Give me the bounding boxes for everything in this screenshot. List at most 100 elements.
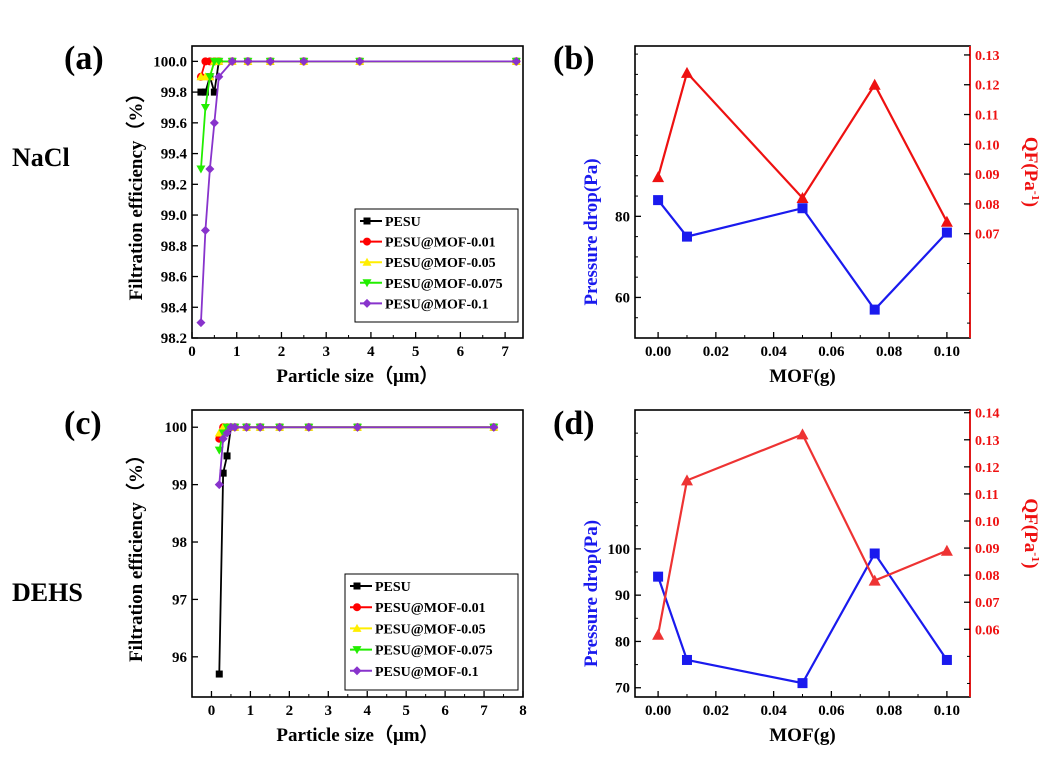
series-PESU@MOF-0.1: [214, 422, 499, 490]
y-tick-label: 80: [615, 209, 630, 225]
x-tick-label: 2: [286, 703, 294, 719]
x-tick-label: 0.08: [876, 703, 902, 719]
x-axis-label: MOF(g): [769, 366, 835, 387]
data-point: [255, 422, 265, 432]
data-point: [653, 195, 664, 206]
y-tick-label: 100.0: [153, 54, 187, 70]
x-tick-label: 4: [363, 703, 371, 719]
y-tick-label: 99.0: [161, 208, 187, 224]
y-tick-label: 97: [172, 592, 188, 608]
data-point: [869, 548, 880, 559]
x-tick-label: 0.00: [645, 344, 671, 360]
data-point: [797, 203, 808, 214]
x-tick-label: 0.02: [703, 344, 729, 360]
x-tick-label: 5: [412, 344, 420, 360]
panel-label-a: (a): [64, 40, 104, 77]
panel-label-c: (c): [64, 405, 102, 442]
row-label-dehs: DEHS: [12, 578, 83, 607]
data-point: [196, 165, 206, 174]
y2-tick-label: 0.11: [975, 488, 999, 503]
legend-label: PESU: [385, 215, 421, 230]
x-tick-label: 7: [501, 344, 509, 360]
x-tick-label: 3: [325, 703, 333, 719]
y-tick-label: 99.2: [161, 177, 187, 193]
y2-axis-label: QF(Pa-1): [1020, 498, 1039, 568]
x-tick-label: 2: [278, 344, 286, 360]
y-tick-label: 98.2: [161, 331, 187, 347]
x-tick-label: 0.10: [934, 344, 960, 360]
series-line: [657, 432, 948, 635]
series-line: [657, 199, 948, 312]
y-tick-label: 99.6: [161, 116, 188, 132]
data-point: [652, 628, 665, 640]
chart-c: 0 1 2 3 4 5 6 7 8 96 97 98 99 100 Particle size（μm） Fil…: [124, 409, 527, 746]
legend-marker: [363, 237, 371, 246]
data-point: [680, 66, 693, 78]
data-point: [209, 118, 219, 128]
y2-tick-label: 0.14: [975, 407, 1000, 422]
plot-frame: [191, 45, 524, 339]
legend-label: PESU@MOF-0.1: [385, 297, 489, 312]
legend-box: [354, 208, 519, 323]
data-point: [796, 428, 809, 440]
legend-marker: [363, 217, 371, 225]
data-point: [200, 225, 210, 235]
x-tick-label: 6: [441, 703, 449, 719]
x-tick-label: 3: [322, 344, 330, 360]
legend-label: PESU@MOF-0.01: [375, 601, 486, 616]
data-point: [222, 428, 232, 438]
legend-marker: [362, 298, 372, 308]
data-point: [214, 72, 224, 82]
y2-tick-label: 0.09: [975, 542, 1000, 557]
data-point: [223, 452, 231, 460]
data-point: [205, 164, 215, 174]
data-point: [218, 434, 228, 444]
y2-tick-label: 0.08: [975, 569, 1000, 584]
y-tick-label: 99: [172, 478, 187, 494]
data-point: [941, 654, 952, 665]
y-tick-label: 60: [615, 290, 630, 306]
y-tick-label: 99.4: [161, 147, 188, 163]
x-axis-label: Particle size（μm）: [276, 723, 438, 746]
legend-marker: [353, 582, 361, 590]
data-point: [230, 422, 240, 432]
y-axis-label: Filtration efficiency（%）: [124, 84, 147, 301]
y-tick-label: 98: [172, 535, 187, 551]
y-tick-label: 99.8: [161, 85, 187, 101]
data-point: [304, 422, 314, 432]
plot-frame: [191, 409, 524, 698]
y-axis-label: Pressure drop(Pa): [581, 520, 602, 667]
data-point: [210, 88, 218, 96]
x-tick-label: 0.04: [760, 703, 787, 719]
x-tick-label: 0.06: [818, 703, 845, 719]
y-tick-label: 98.6: [161, 270, 188, 286]
y2-tick-label: 0.12: [975, 461, 1000, 476]
chart-b: 0.00 0.02 0.04 0.06 0.08 0.10 60 80 0.07 0.08 0.09…: [581, 45, 1039, 387]
data-point: [265, 56, 275, 66]
y2-tick-label: 0.06: [975, 623, 1000, 638]
x-tick-label: 5: [402, 703, 410, 719]
y2-tick-label: 0.09: [975, 168, 1000, 183]
y-tick-label: 100: [165, 420, 188, 436]
y2-tick-label: 0.13: [975, 49, 1000, 64]
y-tick-label: 98.8: [161, 239, 187, 255]
series-line: [200, 60, 517, 170]
x-tick-label: 0.08: [876, 344, 902, 360]
data-point: [353, 422, 362, 432]
y-tick-label: 96: [172, 650, 188, 666]
data-point: [941, 227, 952, 238]
data-point: [201, 88, 209, 96]
legend-label: PESU@MOF-0.05: [375, 622, 486, 637]
data-point: [243, 56, 253, 66]
series-line: [218, 426, 494, 485]
data-point: [219, 469, 227, 477]
x-tick-label: 8: [519, 703, 527, 719]
data-point: [681, 654, 692, 665]
x-tick-label: 1: [247, 703, 255, 719]
x-tick-label: 0: [208, 703, 216, 719]
y2-axis-label: QF(Pa-1): [1020, 137, 1039, 207]
y2-tick-label: 0.13: [975, 434, 1000, 449]
data-point: [489, 422, 499, 432]
series-QF: [652, 66, 953, 227]
